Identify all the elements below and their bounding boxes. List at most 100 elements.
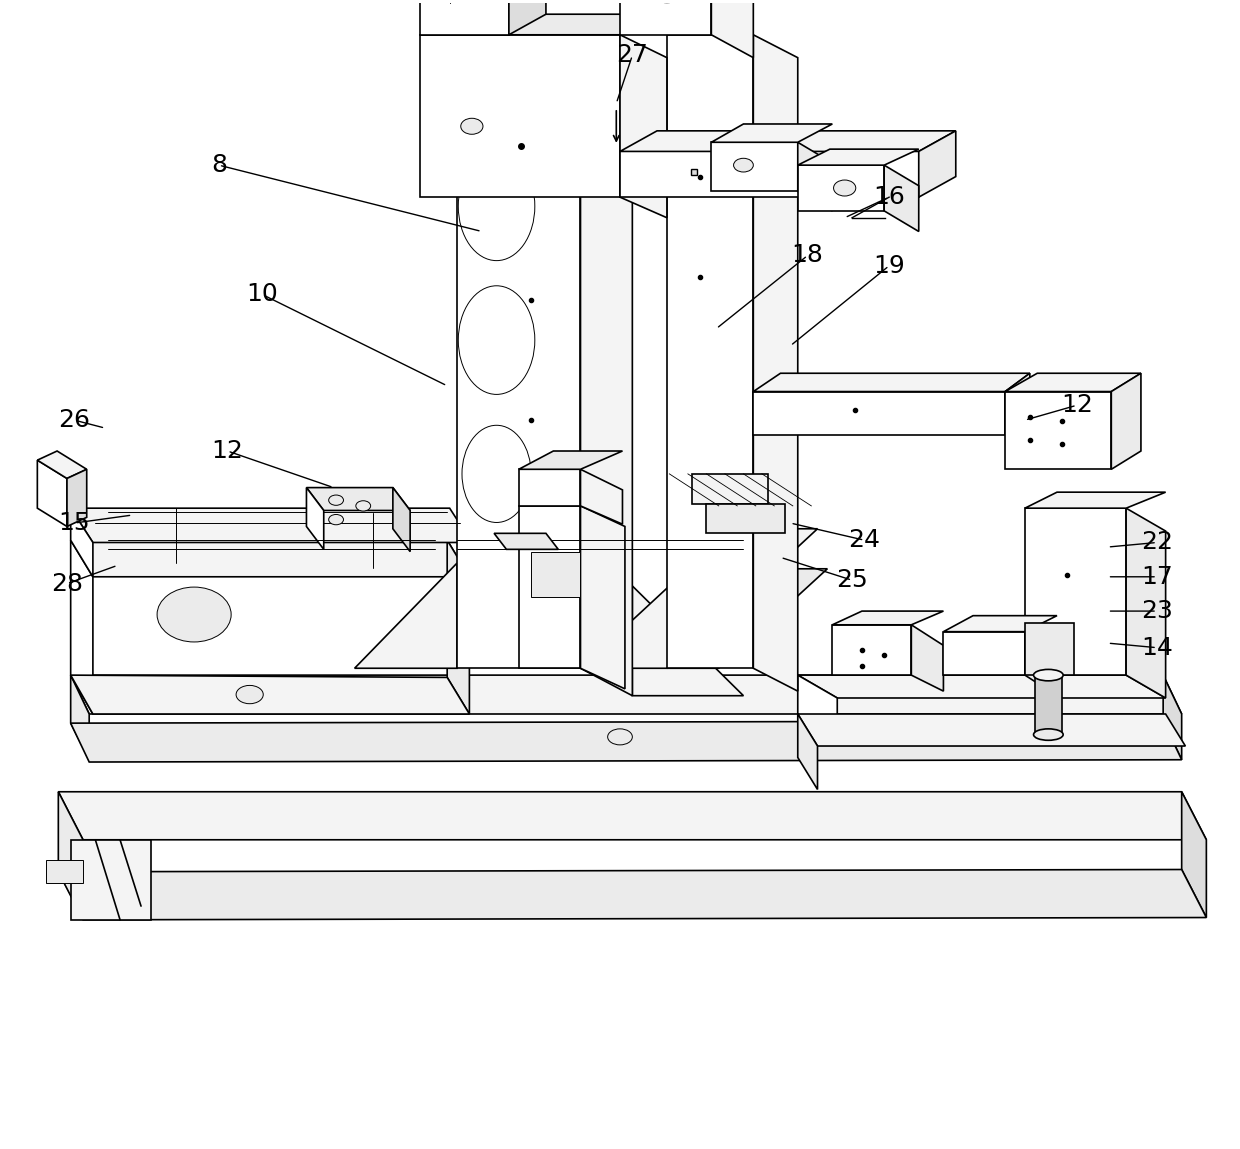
Polygon shape bbox=[580, 469, 622, 524]
Polygon shape bbox=[494, 533, 558, 549]
Polygon shape bbox=[944, 616, 1056, 632]
Text: 27: 27 bbox=[616, 44, 649, 68]
Polygon shape bbox=[620, 131, 956, 152]
Polygon shape bbox=[1182, 792, 1207, 918]
Polygon shape bbox=[884, 165, 919, 231]
Polygon shape bbox=[71, 720, 1182, 762]
Text: 12: 12 bbox=[1060, 393, 1092, 417]
Polygon shape bbox=[580, 529, 817, 669]
Polygon shape bbox=[911, 625, 944, 692]
Polygon shape bbox=[754, 373, 1030, 392]
Polygon shape bbox=[620, 0, 712, 34]
Polygon shape bbox=[531, 552, 580, 597]
Polygon shape bbox=[797, 149, 919, 165]
Text: 16: 16 bbox=[873, 185, 905, 209]
Polygon shape bbox=[420, 0, 508, 34]
Text: 17: 17 bbox=[1141, 565, 1173, 588]
Polygon shape bbox=[71, 676, 89, 759]
Polygon shape bbox=[919, 131, 956, 198]
Ellipse shape bbox=[157, 587, 231, 642]
Polygon shape bbox=[306, 487, 410, 510]
Ellipse shape bbox=[356, 501, 371, 511]
Polygon shape bbox=[448, 540, 470, 714]
Polygon shape bbox=[797, 142, 832, 211]
Polygon shape bbox=[797, 676, 837, 732]
Ellipse shape bbox=[459, 286, 534, 394]
Ellipse shape bbox=[833, 180, 856, 196]
Polygon shape bbox=[58, 792, 83, 918]
Polygon shape bbox=[667, 34, 754, 669]
Polygon shape bbox=[71, 840, 151, 920]
Polygon shape bbox=[712, 142, 797, 192]
Polygon shape bbox=[58, 792, 1207, 840]
Ellipse shape bbox=[236, 686, 263, 703]
Polygon shape bbox=[707, 503, 785, 533]
Polygon shape bbox=[508, 0, 546, 34]
Polygon shape bbox=[71, 508, 93, 577]
Text: 23: 23 bbox=[1141, 599, 1173, 623]
Polygon shape bbox=[420, 14, 667, 34]
Polygon shape bbox=[71, 676, 470, 714]
Polygon shape bbox=[580, 506, 625, 689]
Polygon shape bbox=[1025, 492, 1166, 508]
Polygon shape bbox=[1111, 373, 1141, 469]
Text: 22: 22 bbox=[1141, 531, 1173, 555]
Polygon shape bbox=[1025, 508, 1126, 676]
Polygon shape bbox=[1025, 632, 1056, 695]
Text: 24: 24 bbox=[848, 529, 880, 553]
Polygon shape bbox=[46, 861, 83, 884]
Text: 28: 28 bbox=[51, 572, 83, 595]
Ellipse shape bbox=[734, 159, 754, 172]
Text: 10: 10 bbox=[246, 283, 278, 307]
Polygon shape bbox=[37, 460, 67, 526]
Polygon shape bbox=[944, 632, 1025, 676]
Polygon shape bbox=[797, 714, 1185, 746]
Text: 8: 8 bbox=[211, 153, 227, 177]
Polygon shape bbox=[518, 452, 622, 469]
Polygon shape bbox=[420, 34, 620, 198]
Polygon shape bbox=[692, 473, 768, 503]
Polygon shape bbox=[393, 487, 410, 552]
Ellipse shape bbox=[1033, 670, 1063, 681]
Text: 19: 19 bbox=[873, 254, 905, 278]
Ellipse shape bbox=[655, 0, 680, 2]
Polygon shape bbox=[1006, 373, 1141, 392]
Polygon shape bbox=[355, 563, 458, 669]
Polygon shape bbox=[620, 152, 919, 198]
Polygon shape bbox=[712, 0, 754, 57]
Ellipse shape bbox=[608, 728, 632, 745]
Ellipse shape bbox=[1033, 728, 1063, 740]
Text: 12: 12 bbox=[212, 439, 243, 463]
Polygon shape bbox=[518, 506, 580, 669]
Text: 26: 26 bbox=[58, 408, 91, 432]
Polygon shape bbox=[458, 34, 580, 669]
Polygon shape bbox=[620, 34, 667, 218]
Text: 14: 14 bbox=[1141, 635, 1173, 660]
Polygon shape bbox=[712, 124, 832, 142]
Polygon shape bbox=[754, 392, 1006, 435]
Polygon shape bbox=[580, 34, 632, 695]
Polygon shape bbox=[71, 508, 472, 542]
Polygon shape bbox=[797, 676, 1166, 697]
Polygon shape bbox=[1006, 392, 1111, 469]
Polygon shape bbox=[667, 569, 827, 669]
Ellipse shape bbox=[329, 515, 343, 525]
Polygon shape bbox=[1025, 623, 1074, 676]
Polygon shape bbox=[797, 714, 817, 789]
Polygon shape bbox=[632, 586, 744, 695]
Bar bbox=[1034, 676, 1061, 734]
Polygon shape bbox=[754, 34, 797, 692]
Text: 25: 25 bbox=[836, 569, 868, 592]
Polygon shape bbox=[1006, 373, 1030, 435]
Polygon shape bbox=[58, 870, 1207, 920]
Polygon shape bbox=[1163, 676, 1182, 759]
Polygon shape bbox=[1126, 508, 1166, 697]
Polygon shape bbox=[37, 452, 87, 478]
Text: 15: 15 bbox=[58, 511, 91, 535]
Ellipse shape bbox=[329, 495, 343, 506]
Polygon shape bbox=[832, 611, 944, 625]
Text: 18: 18 bbox=[791, 244, 823, 268]
Polygon shape bbox=[518, 469, 580, 506]
Polygon shape bbox=[71, 540, 470, 577]
Polygon shape bbox=[797, 165, 884, 211]
